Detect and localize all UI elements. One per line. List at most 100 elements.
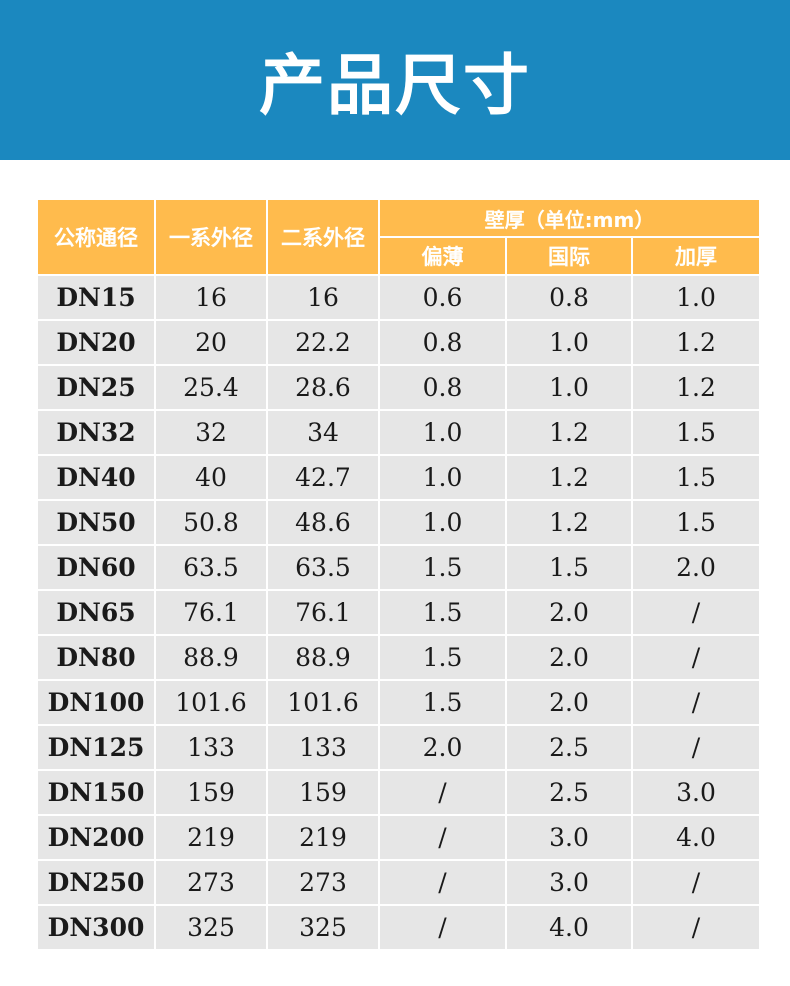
series2-od-cell: 273 <box>266 859 380 906</box>
wall-national-cell: 2.0 <box>505 589 633 636</box>
series2-od-cell: 22.2 <box>266 319 380 366</box>
nominal-diameter-cell: DN200 <box>36 814 156 861</box>
wall-thick-cell: 1.5 <box>630 499 762 546</box>
series1-od-cell: 25.4 <box>154 364 268 411</box>
series1-od-cell: 32 <box>154 409 268 456</box>
wall-thin-cell: 0.8 <box>378 319 507 366</box>
nominal-diameter-cell: DN60 <box>36 544 156 591</box>
wall-thick-cell: 3.0 <box>630 769 762 816</box>
wall-thin-cell: 1.5 <box>378 634 507 681</box>
wall-national-cell: 3.0 <box>505 859 633 906</box>
series1-od-cell: 273 <box>154 859 268 906</box>
wall-thick-cell: / <box>630 859 762 906</box>
series1-od-cell: 101.6 <box>154 679 268 726</box>
series2-od-cell: 101.6 <box>266 679 380 726</box>
wall-thin-cell: 1.5 <box>378 679 507 726</box>
table-row: DN80 88.9 88.9 1.5 2.0/ <box>36 634 762 681</box>
header-series2-outer-diameter: 二系外径 <box>266 198 380 276</box>
nominal-diameter-cell: DN100 <box>36 679 156 726</box>
series2-od-cell: 16 <box>266 274 380 321</box>
series2-od-cell: 88.9 <box>266 634 380 681</box>
nominal-diameter-cell: DN300 <box>36 904 156 951</box>
wall-thick-cell: / <box>630 724 762 771</box>
table-body: DN15 16 16 0.6 0.8 1.0 DN20 20 22.2 0.8 1.0 1.2 DN25… <box>36 274 762 951</box>
wall-national-cell: 2.0 <box>505 679 633 726</box>
wall-national-cell: 2.5 <box>505 724 633 771</box>
series2-od-cell: 34 <box>266 409 380 456</box>
nominal-diameter-cell: DN25 <box>36 364 156 411</box>
wall-thin-cell: / <box>378 904 507 951</box>
table-row: DN250 273 273/3.0/ <box>36 859 762 906</box>
nominal-diameter-cell: DN40 <box>36 454 156 501</box>
nominal-diameter-cell: DN20 <box>36 319 156 366</box>
wall-national-cell: 1.0 <box>505 364 633 411</box>
series1-od-cell: 133 <box>154 724 268 771</box>
series1-od-cell: 76.1 <box>154 589 268 636</box>
wall-national-cell: 2.0 <box>505 634 633 681</box>
header-wall-thick: 加厚 <box>630 236 762 276</box>
wall-thin-cell: 1.0 <box>378 499 507 546</box>
title-banner: 产品尺寸 <box>0 0 790 160</box>
table-row: DN150 159 159/2.5 3.0 <box>36 769 762 816</box>
series2-od-cell: 219 <box>266 814 380 861</box>
table-row: DN40 40 42.7 1.0 1.2 1.5 <box>36 454 762 501</box>
wall-national-cell: 2.5 <box>505 769 633 816</box>
series1-od-cell: 20 <box>154 319 268 366</box>
wall-national-cell: 1.2 <box>505 499 633 546</box>
wall-national-cell: 0.8 <box>505 274 633 321</box>
table-row: DN100 101.6 101.6 1.5 2.0/ <box>36 679 762 726</box>
series2-od-cell: 48.6 <box>266 499 380 546</box>
wall-thin-cell: 2.0 <box>378 724 507 771</box>
wall-national-cell: 1.5 <box>505 544 633 591</box>
series1-od-cell: 159 <box>154 769 268 816</box>
nominal-diameter-cell: DN150 <box>36 769 156 816</box>
wall-thin-cell: 1.5 <box>378 589 507 636</box>
wall-thick-cell: / <box>630 634 762 681</box>
wall-thick-cell: 4.0 <box>630 814 762 861</box>
wall-thin-cell: 0.6 <box>378 274 507 321</box>
wall-thick-cell: 1.0 <box>630 274 762 321</box>
series1-od-cell: 88.9 <box>154 634 268 681</box>
wall-national-cell: 1.0 <box>505 319 633 366</box>
table-row: DN32 32 34 1.0 1.2 1.5 <box>36 409 762 456</box>
series2-od-cell: 159 <box>266 769 380 816</box>
table-row: DN300 325 325/4.0/ <box>36 904 762 951</box>
wall-thin-cell: 1.5 <box>378 544 507 591</box>
table-row: DN25 25.4 28.6 0.8 1.0 1.2 <box>36 364 762 411</box>
nominal-diameter-cell: DN50 <box>36 499 156 546</box>
table-row: DN20 20 22.2 0.8 1.0 1.2 <box>36 319 762 366</box>
wall-thin-cell: / <box>378 859 507 906</box>
wall-thick-cell: / <box>630 679 762 726</box>
wall-thin-cell: 1.0 <box>378 409 507 456</box>
wall-thin-cell: / <box>378 814 507 861</box>
table-row: DN65 76.1 76.1 1.5 2.0/ <box>36 589 762 636</box>
nominal-diameter-cell: DN15 <box>36 274 156 321</box>
series1-od-cell: 63.5 <box>154 544 268 591</box>
wall-thin-cell: 0.8 <box>378 364 507 411</box>
table-row: DN50 50.8 48.6 1.0 1.2 1.5 <box>36 499 762 546</box>
wall-thick-cell: 1.2 <box>630 364 762 411</box>
wall-national-cell: 1.2 <box>505 454 633 501</box>
table-row: DN60 63.5 63.5 1.5 1.5 2.0 <box>36 544 762 591</box>
table-row: DN15 16 16 0.6 0.8 1.0 <box>36 274 762 321</box>
wall-thick-cell: 1.2 <box>630 319 762 366</box>
series1-od-cell: 40 <box>154 454 268 501</box>
nominal-diameter-cell: DN32 <box>36 409 156 456</box>
series2-od-cell: 76.1 <box>266 589 380 636</box>
wall-thick-cell: / <box>630 904 762 951</box>
nominal-diameter-cell: DN125 <box>36 724 156 771</box>
series2-od-cell: 28.6 <box>266 364 380 411</box>
series1-od-cell: 16 <box>154 274 268 321</box>
series2-od-cell: 63.5 <box>266 544 380 591</box>
series2-od-cell: 133 <box>266 724 380 771</box>
series1-od-cell: 50.8 <box>154 499 268 546</box>
wall-thick-cell: / <box>630 589 762 636</box>
series2-od-cell: 325 <box>266 904 380 951</box>
series2-od-cell: 42.7 <box>266 454 380 501</box>
wall-thin-cell: / <box>378 769 507 816</box>
nominal-diameter-cell: DN65 <box>36 589 156 636</box>
header-wall-thin: 偏薄 <box>378 236 507 276</box>
table-row: DN200 219 219/3.0 4.0 <box>36 814 762 861</box>
size-spec-table: 公称通径 一系外径 二系外径 壁厚（单位:mm） 偏薄 国际 加厚 DN15 16… <box>36 198 762 951</box>
series1-od-cell: 219 <box>154 814 268 861</box>
